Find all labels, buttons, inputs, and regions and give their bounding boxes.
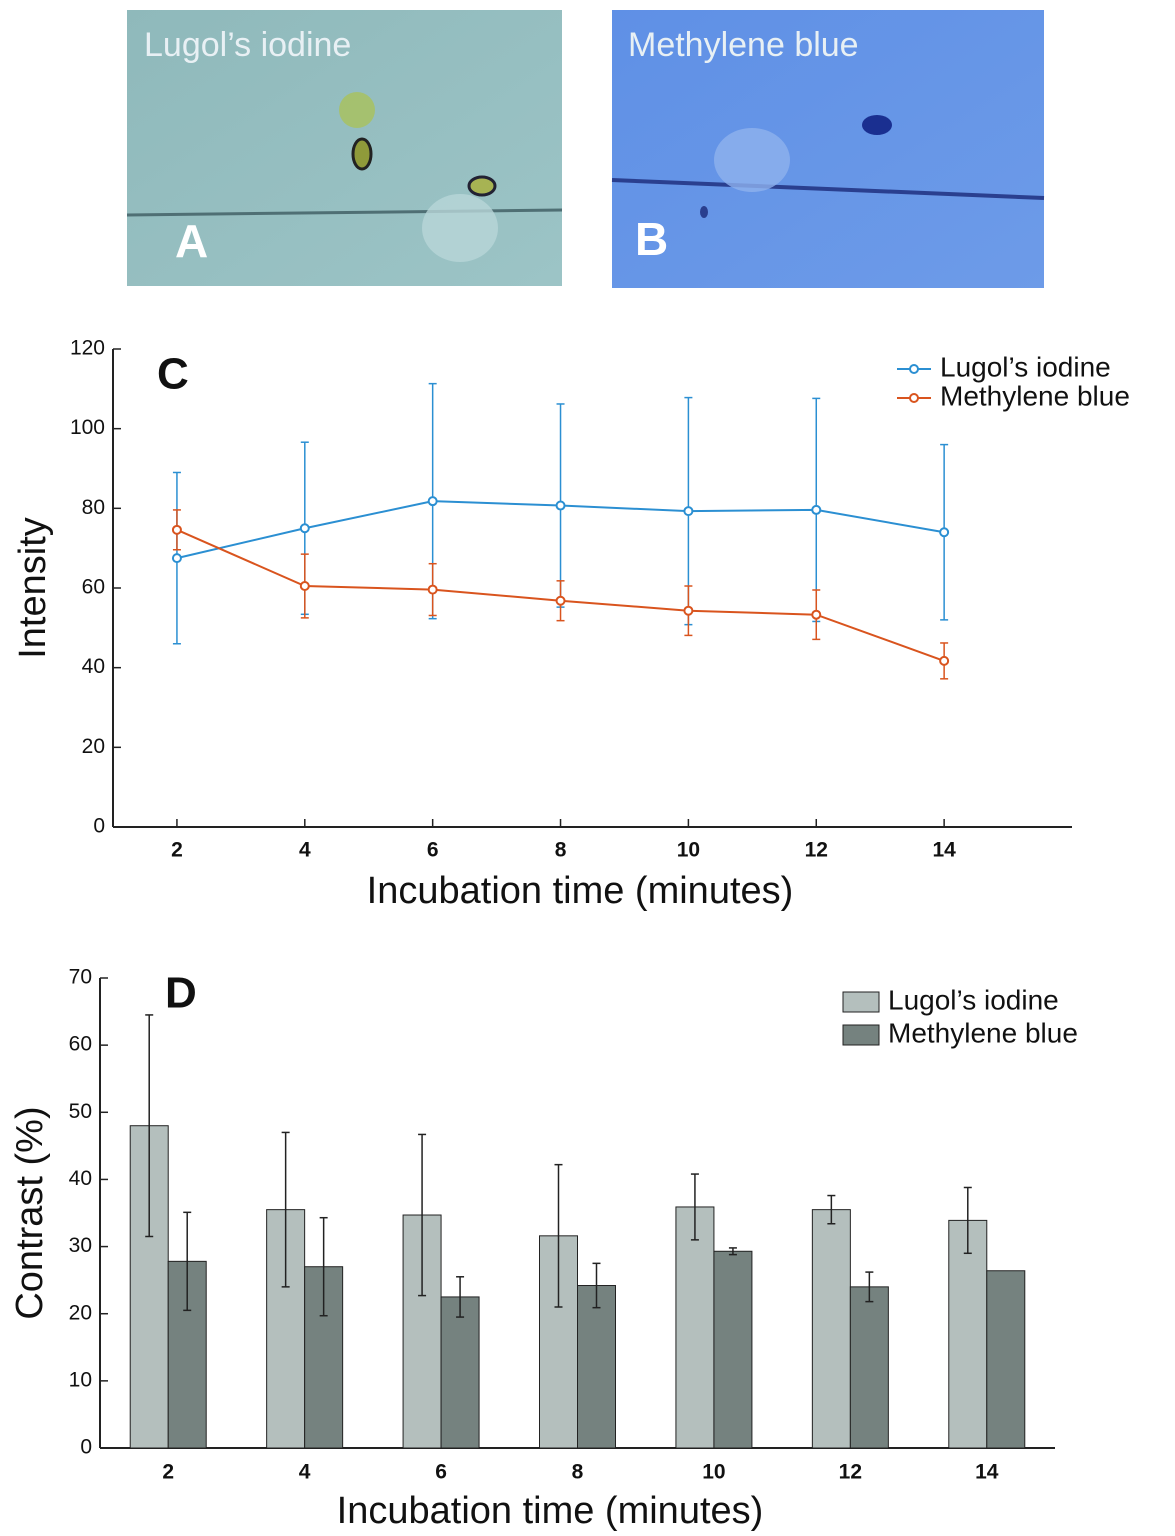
y-tick-label: 70	[69, 966, 92, 989]
error-bar	[145, 1014, 154, 1238]
legend-item: Lugol’s iodine	[842, 984, 1059, 1015]
y-tick-label: 0	[93, 815, 105, 838]
point	[811, 609, 822, 620]
error-bar	[690, 1173, 699, 1241]
x-tick-label: 2	[171, 839, 183, 862]
x-tick-label: 12	[805, 839, 828, 862]
x-axis-label: Incubation time (minutes)	[337, 1490, 764, 1532]
y-tick-label: 10	[69, 1368, 92, 1391]
error-bar	[319, 1216, 328, 1317]
point	[555, 500, 566, 511]
y-tick-label: 80	[82, 496, 105, 519]
legend-item: Methylene blue	[842, 1017, 1078, 1048]
bar	[675, 1206, 715, 1449]
point	[811, 504, 822, 515]
bar	[577, 1285, 616, 1449]
error-bar	[963, 1186, 972, 1255]
photo-caption: Lugol’s iodine	[144, 26, 351, 64]
x-tick-label: 12	[839, 1461, 862, 1484]
panel-label: D	[165, 969, 197, 1018]
point	[683, 605, 694, 616]
photo-a: Lugol’s iodine A	[126, 10, 563, 286]
point	[299, 581, 310, 592]
legend-label: Methylene blue	[940, 380, 1130, 411]
chart: 0 10 20 30 40 50 60 70 D Incubation time (minutes…	[9, 966, 1078, 1532]
point	[427, 496, 438, 507]
legend-item: Methylene blue	[897, 380, 1130, 411]
point	[683, 506, 694, 517]
panel-label: B	[635, 213, 668, 265]
photo-b: Methylene blue B	[611, 10, 1045, 288]
legend-swatch	[842, 991, 880, 1013]
error-bar	[592, 1262, 601, 1309]
panel-label: A	[175, 215, 208, 267]
x-tick-label: 8	[572, 1461, 584, 1484]
point	[427, 584, 438, 595]
legend-label: Lugol’s iodine	[940, 351, 1111, 382]
x-tick-label: 4	[299, 1461, 311, 1484]
legend-label: Methylene blue	[888, 1017, 1078, 1048]
x-axis-label: Incubation time (minutes)	[367, 870, 794, 912]
error-bar	[281, 1131, 290, 1288]
point	[171, 553, 182, 564]
point	[939, 527, 950, 538]
chart: 0 20 40 60 80 100 120 C Incubation time (minutes…	[12, 337, 1130, 912]
x-tick-label: 14	[975, 1461, 999, 1484]
y-tick-label: 40	[82, 655, 105, 678]
bar	[713, 1250, 753, 1449]
x-tick-label: 10	[677, 839, 700, 862]
x-tick-label: 4	[299, 839, 311, 862]
panel-label: C	[157, 350, 189, 399]
legend-marker	[909, 364, 919, 374]
y-axis-label: Contrast (%)	[9, 1106, 51, 1319]
x-tick-label: 8	[555, 839, 567, 862]
y-tick-label: 60	[82, 576, 105, 599]
legend-marker	[909, 393, 919, 403]
bar	[986, 1270, 1026, 1449]
bar	[849, 1286, 889, 1449]
legend-item: Lugol’s iodine	[897, 351, 1111, 382]
error-bar	[183, 1211, 192, 1312]
y-axis-label: Intensity	[12, 517, 54, 659]
y-tick-label: 20	[82, 735, 105, 758]
y-tick-label: 30	[69, 1234, 92, 1257]
point	[171, 524, 182, 535]
y-tick-label: 60	[69, 1033, 92, 1056]
legend-swatch	[842, 1024, 880, 1046]
point	[939, 655, 950, 666]
y-tick-label: 0	[80, 1436, 92, 1459]
point	[555, 595, 566, 606]
error-bar	[827, 1194, 836, 1225]
bar	[948, 1219, 988, 1449]
y-tick-label: 120	[70, 337, 105, 360]
x-tick-label: 14	[932, 839, 956, 862]
error-bar	[728, 1247, 737, 1256]
bar	[811, 1209, 851, 1449]
bar	[440, 1296, 480, 1449]
legend-label: Lugol’s iodine	[888, 984, 1059, 1015]
error-bar	[418, 1133, 427, 1297]
photo-caption: Methylene blue	[628, 26, 859, 64]
y-tick-label: 40	[69, 1167, 92, 1190]
y-tick-label: 50	[69, 1100, 92, 1123]
x-tick-label: 6	[427, 839, 439, 862]
x-tick-label: 10	[702, 1461, 725, 1484]
point	[299, 523, 310, 534]
error-bar	[554, 1163, 563, 1308]
error-bar	[456, 1276, 465, 1318]
y-tick-label: 100	[70, 416, 105, 439]
x-tick-label: 6	[435, 1461, 447, 1484]
y-tick-label: 20	[69, 1301, 92, 1324]
error-bar	[865, 1271, 874, 1303]
x-tick-label: 2	[162, 1461, 174, 1484]
